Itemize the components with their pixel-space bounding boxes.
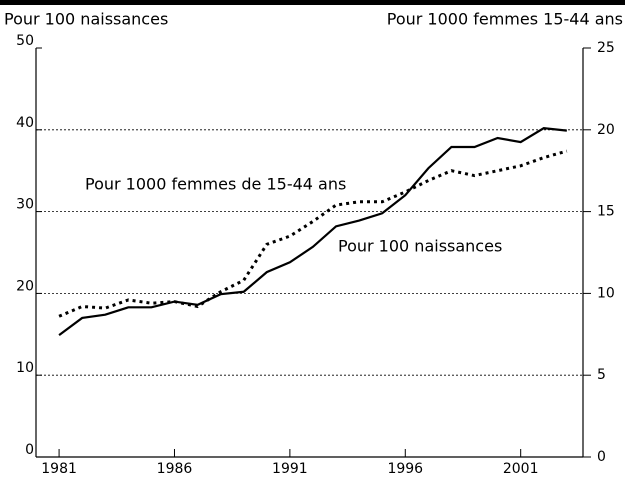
y-tick-label: 30 (16, 197, 34, 213)
y-tick-label: 50 (16, 33, 34, 49)
y2-axis-label: Pour 1000 femmes 15-44 ans (387, 10, 623, 29)
y2-tick-label: 25 (597, 40, 615, 56)
y2-tick-label: 5 (597, 367, 606, 383)
x-tick-label: 2001 (503, 461, 539, 477)
x-tick-label: 1996 (387, 461, 423, 477)
y-tick-label: 40 (16, 115, 34, 131)
series-label: Pour 1000 femmes de 15-44 ans (85, 175, 346, 194)
y-tick-label: 0 (25, 442, 34, 458)
y-tick-label: 10 (16, 360, 34, 376)
x-tick-label: 1991 (272, 461, 308, 477)
x-tick-label: 1986 (157, 461, 193, 477)
series-label: Pour 100 naissances (338, 237, 502, 256)
y2-tick-label: 10 (597, 285, 615, 301)
y2-tick-label: 0 (597, 449, 606, 465)
y-axis-label: Pour 100 naissances (4, 10, 168, 29)
y-tick-label: 20 (16, 278, 34, 294)
series-line (58, 127, 567, 337)
x-tick-label: 1981 (41, 461, 77, 477)
y2-tick-label: 20 (597, 122, 615, 138)
y2-tick-label: 15 (597, 204, 615, 220)
top-bar (0, 0, 625, 5)
